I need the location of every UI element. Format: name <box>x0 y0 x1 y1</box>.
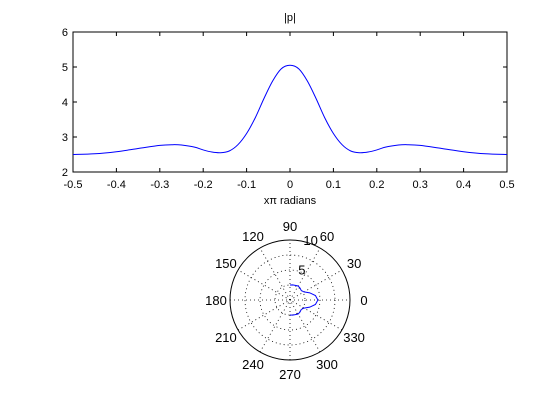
polar-angle-label: 270 <box>279 367 301 382</box>
polar-angle-label: 180 <box>205 293 227 308</box>
x-tick-label: 0 <box>287 179 293 191</box>
polar-angle-label: 90 <box>283 219 297 234</box>
x-tick-label: 0.3 <box>413 179 428 191</box>
polar-ring <box>259 269 321 331</box>
polar-angle-label: 240 <box>242 357 264 372</box>
polar-angle-labels: 0 30 60 90 120 150 180 210 240 270 300 330 <box>205 219 367 382</box>
x-tick-label: -0.2 <box>194 179 213 191</box>
x-tick-label: -0.5 <box>64 179 83 191</box>
polar-radius-label: 10 <box>303 233 317 248</box>
x-tick-label: -0.4 <box>107 179 126 191</box>
polar-series-line <box>289 284 319 316</box>
polar-angle-label: 300 <box>316 357 338 372</box>
polar-radius-labels: 5 10 <box>298 233 318 278</box>
polar-spoke <box>237 269 343 331</box>
x-tick-label: 0.5 <box>499 179 514 191</box>
polar-angle-label: 210 <box>215 330 237 345</box>
y-tick-label: 4 <box>62 97 68 109</box>
polar-angle-label: 150 <box>215 256 237 271</box>
line-chart-title: |p| <box>284 12 296 24</box>
x-axis-ticks: -0.5 -0.4 -0.3 -0.2 -0.1 0 0.1 0.2 0.3 0.4 0.5 <box>64 32 515 191</box>
polar-angle-label: 0 <box>360 293 367 308</box>
polar-ring <box>274 284 306 316</box>
x-tick-label: 0.4 <box>456 179 471 191</box>
polar-angle-label: 60 <box>320 229 334 244</box>
y-axis-ticks: 2 3 4 5 6 <box>62 27 507 179</box>
x-tick-label: -0.3 <box>150 179 169 191</box>
polar-grid <box>229 239 351 361</box>
y-tick-label: 2 <box>62 167 68 179</box>
polar-angle-label: 30 <box>347 256 361 271</box>
y-tick-label: 5 <box>62 62 68 74</box>
polar-radius-label: 5 <box>298 262 305 277</box>
y-tick-label: 6 <box>62 27 68 39</box>
line-chart: |p| -0.5 -0.4 -0.3 -0.2 -0.1 0 0.1 0.2 0.3 0.4 0.5… <box>62 12 515 207</box>
polar-chart: 0 30 60 90 120 150 180 210 240 270 300 330 5 10 <box>205 219 367 382</box>
x-tick-label: 0.2 <box>369 179 384 191</box>
series-line <box>72 64 508 155</box>
polar-angle-label: 120 <box>242 229 264 244</box>
x-tick-label: -0.1 <box>237 179 256 191</box>
x-tick-label: 0.1 <box>326 179 341 191</box>
y-tick-label: 3 <box>62 132 68 144</box>
x-axis-label: xπ radians <box>264 195 317 207</box>
polar-angle-label: 330 <box>343 330 365 345</box>
line-chart-axes-frame <box>72 31 508 173</box>
